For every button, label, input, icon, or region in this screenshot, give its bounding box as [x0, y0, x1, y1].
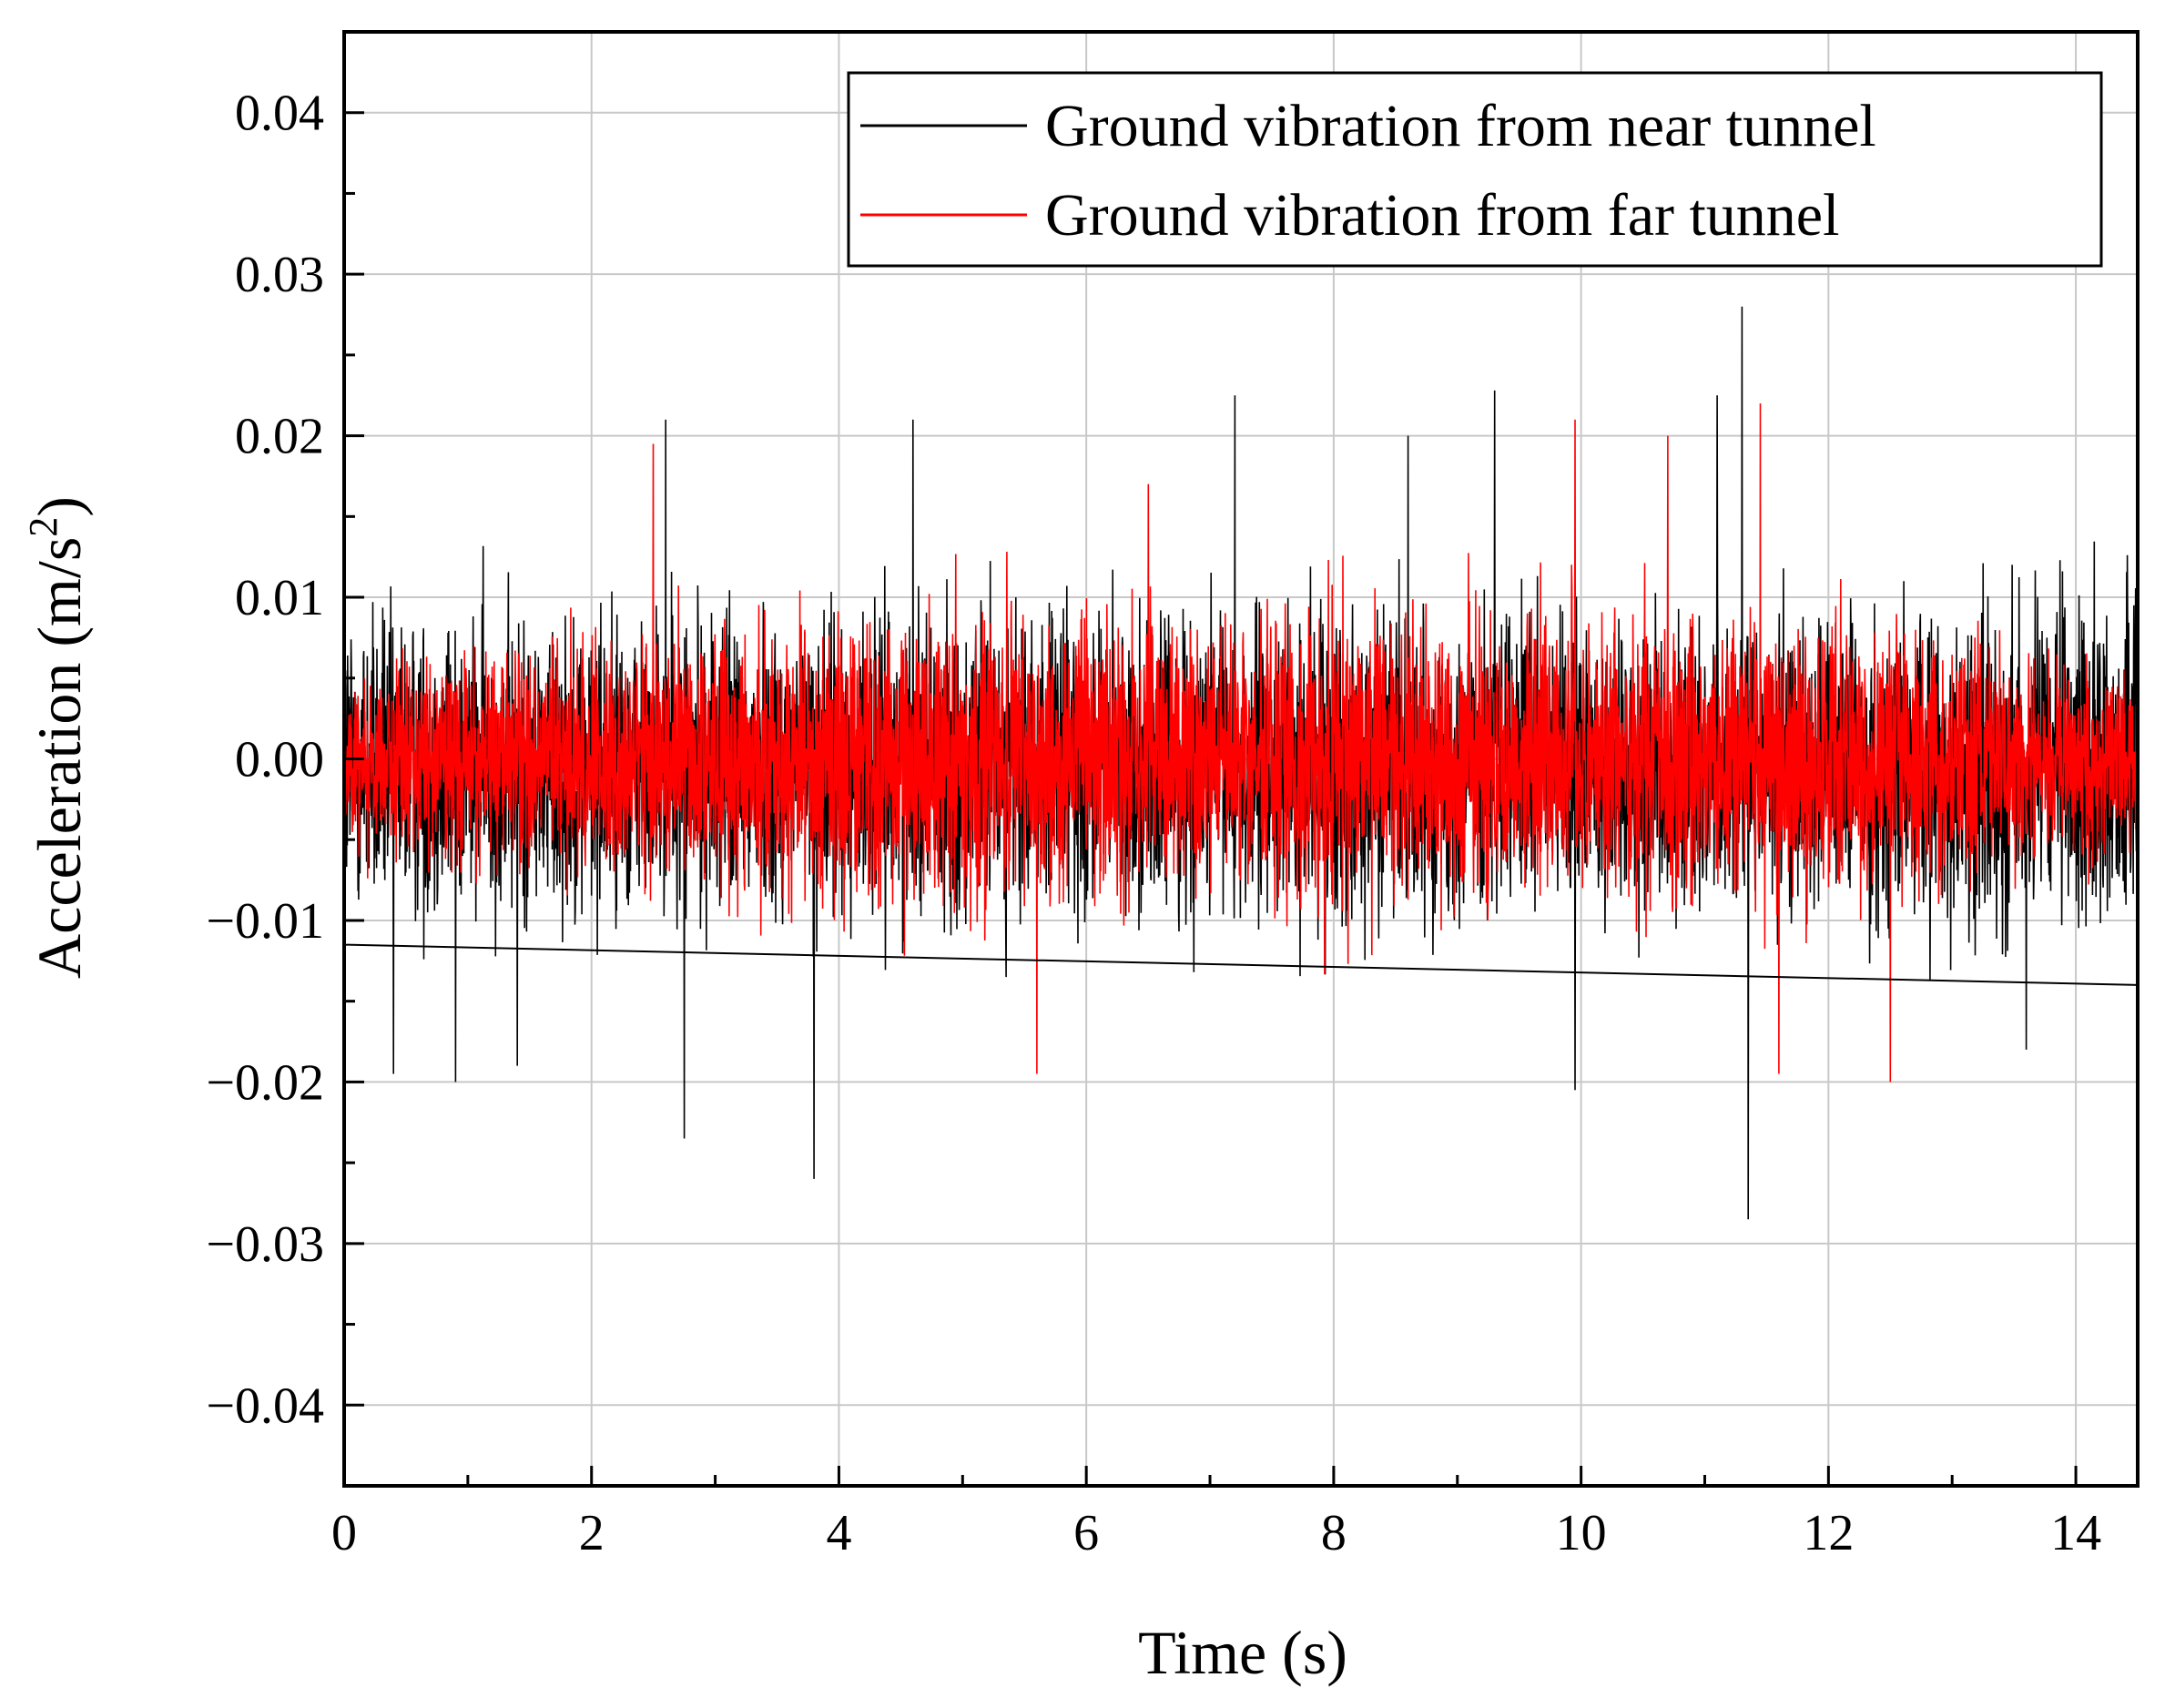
- y-axis-title: Acceleration (m/s2): [21, 496, 94, 979]
- x-tick-label: 2: [579, 1505, 605, 1561]
- series-layer: [344, 306, 2138, 1220]
- y-tick-label: 0.01: [235, 570, 324, 626]
- grid-lines: [343, 32, 2138, 1486]
- y-axis-title-main: Acceleration (m/s: [25, 537, 94, 979]
- y-tick-label: 0.04: [235, 86, 324, 142]
- y-tick-label: −0.02: [206, 1054, 324, 1111]
- axis-ticks: [342, 30, 2078, 1488]
- y-axis-title-close: ): [25, 496, 94, 517]
- legend-label-far: Ground vibration from far tunnel: [1045, 182, 1839, 249]
- y-tick-labels: 0.04 0.03 0.02 0.01 0.00 −0.01 −0.02 −0.03 −0.04: [206, 86, 324, 1435]
- y-tick-label: −0.04: [206, 1378, 324, 1434]
- y-tick-label: 0.00: [235, 732, 324, 788]
- near-tunnel-drift-line: [344, 943, 2138, 986]
- x-tick-label: 12: [1803, 1505, 1854, 1561]
- series-line-far-tunnel: [344, 403, 2138, 1083]
- x-tick-label: 0: [331, 1505, 357, 1561]
- x-tick-label: 8: [1321, 1505, 1347, 1561]
- legend: Ground vibration from near tunnel Ground…: [847, 71, 2103, 268]
- x-tick-label: 4: [826, 1505, 851, 1561]
- y-tick-label: −0.01: [206, 893, 324, 950]
- y-tick-label: 0.02: [235, 409, 324, 465]
- x-tick-label: 14: [2050, 1505, 2101, 1561]
- y-axis-title-superscript: 2: [21, 517, 66, 537]
- x-axis-title: Time (s): [1138, 1618, 1347, 1687]
- x-tick-label: 10: [1556, 1505, 1607, 1561]
- y-tick-label: 0.03: [235, 247, 324, 303]
- legend-box: [847, 71, 2103, 268]
- y-tick-label: −0.03: [206, 1216, 324, 1273]
- legend-label-near: Ground vibration from near tunnel: [1045, 93, 1876, 159]
- x-tick-label: 6: [1073, 1505, 1099, 1561]
- x-tick-labels: 0 2 4 6 8 10 12 14: [331, 1505, 2101, 1561]
